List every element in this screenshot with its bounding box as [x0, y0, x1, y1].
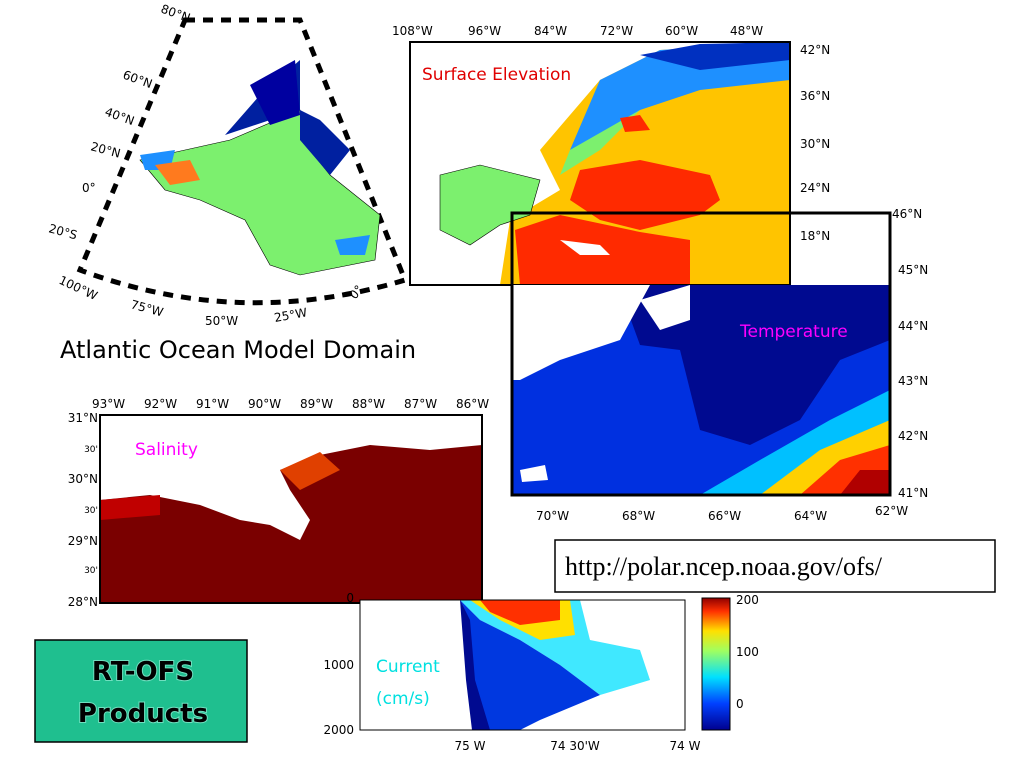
salinity-frame — [99, 414, 483, 604]
lat-label: 40°N — [103, 105, 136, 129]
lon-label: 68°W — [622, 509, 655, 523]
colorbar-label: 0 — [736, 697, 744, 711]
caption: Atlantic Ocean Model Domain — [60, 336, 416, 364]
lon-label: 48°W — [730, 24, 763, 38]
lat-label: 44°N — [898, 319, 928, 333]
badge-text: RT-OFS — [92, 657, 194, 687]
lat-label: 43°N — [898, 374, 928, 388]
lon-label: 60°W — [665, 24, 698, 38]
lon-label: 50°W — [205, 314, 238, 328]
lat-label: 80°N — [159, 2, 192, 26]
lon-label: 86°W — [456, 397, 489, 411]
lon-label: 92°W — [144, 397, 177, 411]
colorbar-label: 100 — [736, 645, 759, 659]
x-label: 75 W — [455, 739, 486, 753]
lon-label: 25°W — [273, 305, 308, 325]
salinity-map — [100, 415, 482, 603]
y-label: 1000 — [323, 658, 354, 672]
domain-map — [76, 17, 409, 306]
temperature-map — [512, 285, 890, 495]
x-label: 74 30'W — [550, 739, 600, 753]
panel-title: Salinity — [135, 440, 198, 460]
badge-text: Products — [78, 699, 208, 729]
lat-label: 36°N — [800, 89, 830, 103]
url: http://polar.ncep.noaa.gov/ofs/ — [565, 552, 883, 581]
lon-label: 87°W — [404, 397, 437, 411]
lon-label: 108°W — [392, 24, 433, 38]
x-label: 74 W — [670, 739, 701, 753]
lat-label: 28°N — [68, 595, 98, 609]
lat-label: 20°N — [89, 139, 122, 160]
current-section — [359, 597, 731, 731]
lon-label: 62°W — [875, 504, 908, 518]
lon-label: 93°W — [92, 397, 125, 411]
lat-label: 30' — [84, 566, 98, 576]
lon-label: 90°W — [248, 397, 281, 411]
lon-label: 88°W — [352, 397, 385, 411]
lon-label: 89°W — [300, 397, 333, 411]
temperature-frame — [510, 211, 892, 497]
lat-label: 20°S — [47, 221, 79, 242]
panel-title: Surface Elevation — [422, 65, 571, 85]
badge — [34, 639, 248, 743]
lat-label: 31°N — [68, 411, 98, 425]
lat-label: 46°N — [892, 207, 922, 221]
lon-label: 70°W — [536, 509, 569, 523]
lat-label: 42°N — [898, 429, 928, 443]
lat-label: 0° — [82, 181, 96, 195]
lat-label: 41°N — [898, 486, 928, 500]
lat-label: 30' — [84, 506, 98, 516]
lat-label: 18°N — [800, 229, 830, 243]
lon-label: 91°W — [196, 397, 229, 411]
panel-title: Current — [376, 657, 440, 677]
lat-label: 29°N — [68, 534, 98, 548]
lat-label: 42°N — [800, 43, 830, 57]
lat-label: 60°N — [121, 68, 154, 92]
lat-label: 45°N — [898, 263, 928, 277]
panel-title: Temperature — [739, 322, 848, 342]
lat-label: 30°N — [68, 472, 98, 486]
url-box — [554, 539, 996, 593]
lon-label: 100°W — [57, 273, 100, 303]
lon-label: 84°W — [534, 24, 567, 38]
lon-label: 66°W — [708, 509, 741, 523]
lon-label: 96°W — [468, 24, 501, 38]
lon-label: 72°W — [600, 24, 633, 38]
colorbar-label: 200 — [736, 593, 759, 607]
lat-label: 30' — [84, 445, 98, 455]
y-label: 0 — [346, 591, 354, 605]
lon-label: 64°W — [794, 509, 827, 523]
y-label: 2000 — [323, 723, 354, 737]
lat-label: 30°N — [800, 137, 830, 151]
panel-units: (cm/s) — [376, 689, 430, 709]
lat-label: 24°N — [800, 181, 830, 195]
lon-label: 75°W — [129, 297, 165, 319]
